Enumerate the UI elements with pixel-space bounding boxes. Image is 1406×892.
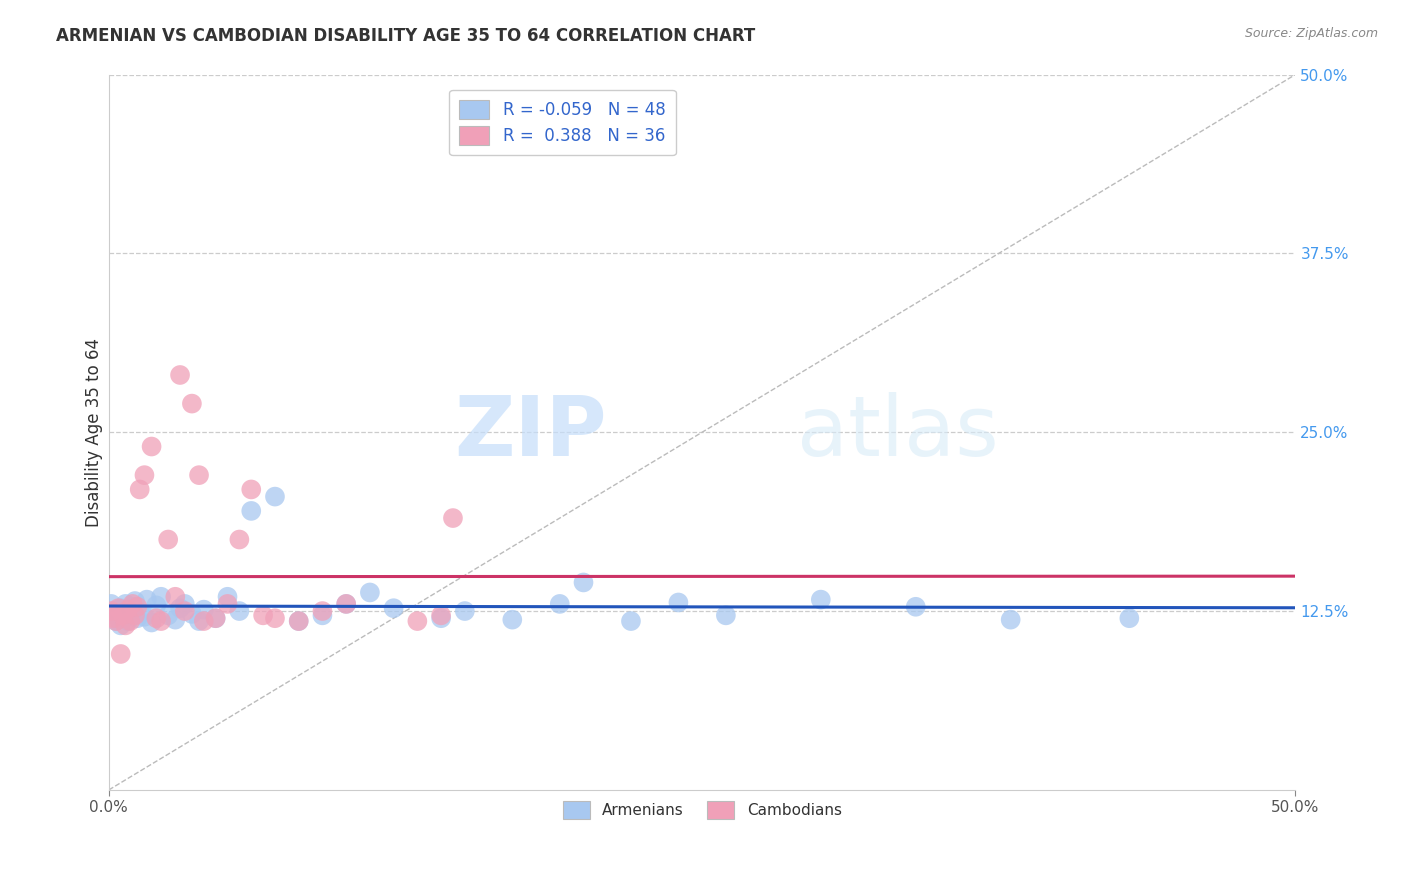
Point — [120, 614, 142, 628]
Point — [165, 613, 187, 627]
Point — [240, 504, 263, 518]
Point — [228, 604, 250, 618]
Point — [128, 483, 150, 497]
Point — [145, 611, 167, 625]
Point — [117, 614, 139, 628]
Point — [188, 468, 211, 483]
Point — [173, 597, 195, 611]
Point — [107, 611, 129, 625]
Point — [188, 614, 211, 628]
Point — [150, 590, 173, 604]
Point — [121, 599, 143, 614]
Point — [193, 614, 215, 628]
Point — [112, 608, 135, 623]
Point — [150, 614, 173, 628]
Point — [204, 611, 226, 625]
Point — [100, 597, 122, 611]
Point — [128, 606, 150, 620]
Point — [264, 611, 287, 625]
Point — [454, 604, 477, 618]
Point — [287, 614, 309, 628]
Point — [204, 611, 226, 625]
Text: Source: ZipAtlas.com: Source: ZipAtlas.com — [1244, 27, 1378, 40]
Point — [430, 611, 453, 625]
Point — [668, 595, 690, 609]
Point — [252, 608, 274, 623]
Point — [287, 614, 309, 628]
Text: ARMENIAN VS CAMBODIAN DISABILITY AGE 35 TO 64 CORRELATION CHART: ARMENIAN VS CAMBODIAN DISABILITY AGE 35 … — [56, 27, 755, 45]
Point — [810, 592, 832, 607]
Point — [110, 618, 132, 632]
Point — [714, 608, 737, 623]
Point — [180, 396, 202, 410]
Point — [117, 602, 139, 616]
Point — [382, 601, 405, 615]
Point — [311, 604, 333, 618]
Point — [157, 533, 180, 547]
Point — [107, 601, 129, 615]
Point — [141, 615, 163, 630]
Point — [134, 468, 156, 483]
Point — [145, 599, 167, 613]
Point — [1000, 613, 1022, 627]
Point — [124, 594, 146, 608]
Point — [335, 597, 357, 611]
Point — [217, 597, 239, 611]
Point — [180, 607, 202, 621]
Point — [430, 608, 453, 623]
Point — [124, 608, 146, 623]
Point — [135, 592, 157, 607]
Point — [193, 602, 215, 616]
Text: atlas: atlas — [797, 392, 998, 473]
Point — [112, 608, 135, 623]
Point — [311, 608, 333, 623]
Point — [121, 597, 143, 611]
Point — [240, 483, 263, 497]
Y-axis label: Disability Age 35 to 64: Disability Age 35 to 64 — [86, 338, 103, 526]
Point — [127, 599, 149, 614]
Point — [103, 611, 125, 625]
Point — [114, 618, 136, 632]
Point — [141, 440, 163, 454]
Point — [110, 601, 132, 615]
Point — [217, 590, 239, 604]
Point — [335, 597, 357, 611]
Point — [165, 590, 187, 604]
Point — [1118, 611, 1140, 625]
Point — [501, 613, 523, 627]
Legend: Armenians, Cambodians: Armenians, Cambodians — [557, 796, 848, 825]
Point — [620, 614, 643, 628]
Point — [169, 368, 191, 382]
Point — [127, 611, 149, 625]
Point — [441, 511, 464, 525]
Point — [169, 601, 191, 615]
Point — [114, 597, 136, 611]
Point — [406, 614, 429, 628]
Point — [173, 604, 195, 618]
Point — [103, 604, 125, 618]
Point — [110, 647, 132, 661]
Point — [157, 608, 180, 623]
Point — [104, 614, 127, 628]
Point — [572, 575, 595, 590]
Point — [104, 614, 127, 628]
Text: ZIP: ZIP — [454, 392, 607, 473]
Point — [264, 490, 287, 504]
Point — [904, 599, 927, 614]
Point — [228, 533, 250, 547]
Point — [100, 604, 122, 618]
Point — [120, 604, 142, 618]
Point — [134, 609, 156, 624]
Point — [548, 597, 571, 611]
Point — [359, 585, 381, 599]
